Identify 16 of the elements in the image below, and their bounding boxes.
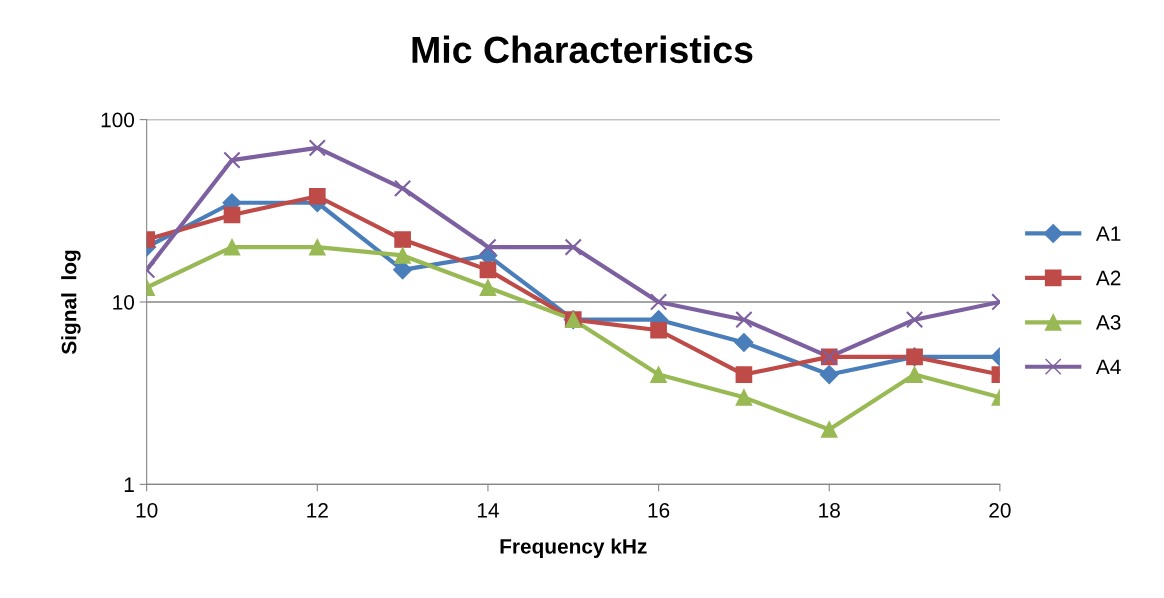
- legend-label: A1: [1095, 226, 1121, 241]
- chart-title: Mic Characteristics: [412, 35, 753, 64]
- x-tick-label: 20: [989, 502, 1011, 518]
- x-tick-label: 14: [477, 503, 499, 518]
- legend-label: A2: [1095, 270, 1121, 286]
- x-axis-title: Frequency kHz: [500, 538, 647, 558]
- x-tick-label: 12: [307, 502, 328, 518]
- x-tick-label: 10: [136, 502, 158, 518]
- legend-label: A4: [1095, 359, 1121, 375]
- y-axis-title: Signal log: [61, 250, 81, 355]
- y-tick-label: 100: [101, 112, 135, 128]
- y-tick-label: 1: [124, 477, 134, 492]
- x-tick-label: 16: [648, 502, 670, 518]
- legend-label: A3: [1095, 315, 1121, 330]
- y-tick-label: 10: [113, 294, 135, 310]
- x-tick-label: 18: [819, 502, 840, 518]
